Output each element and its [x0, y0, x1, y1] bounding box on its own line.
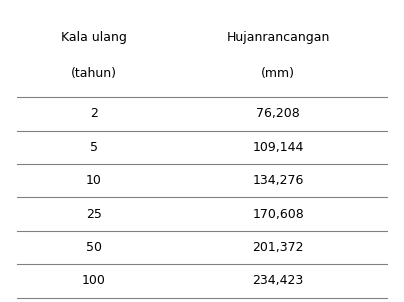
Text: 25: 25 [86, 207, 102, 220]
Text: 109,144: 109,144 [252, 141, 304, 154]
Text: (mm): (mm) [261, 67, 295, 80]
Text: 201,372: 201,372 [252, 241, 304, 254]
Text: 100: 100 [82, 275, 105, 288]
Text: 134,276: 134,276 [252, 174, 304, 187]
Text: 170,608: 170,608 [252, 207, 304, 220]
Text: (tahun): (tahun) [71, 67, 117, 80]
Text: 10: 10 [86, 174, 102, 187]
Text: Hujanrancangan: Hujanrancangan [227, 31, 330, 44]
Text: 2: 2 [90, 107, 98, 120]
Text: Kala ulang: Kala ulang [61, 31, 126, 44]
Text: 234,423: 234,423 [252, 275, 304, 288]
Text: 5: 5 [90, 141, 98, 154]
Text: 50: 50 [86, 241, 102, 254]
Text: 76,208: 76,208 [257, 107, 300, 120]
